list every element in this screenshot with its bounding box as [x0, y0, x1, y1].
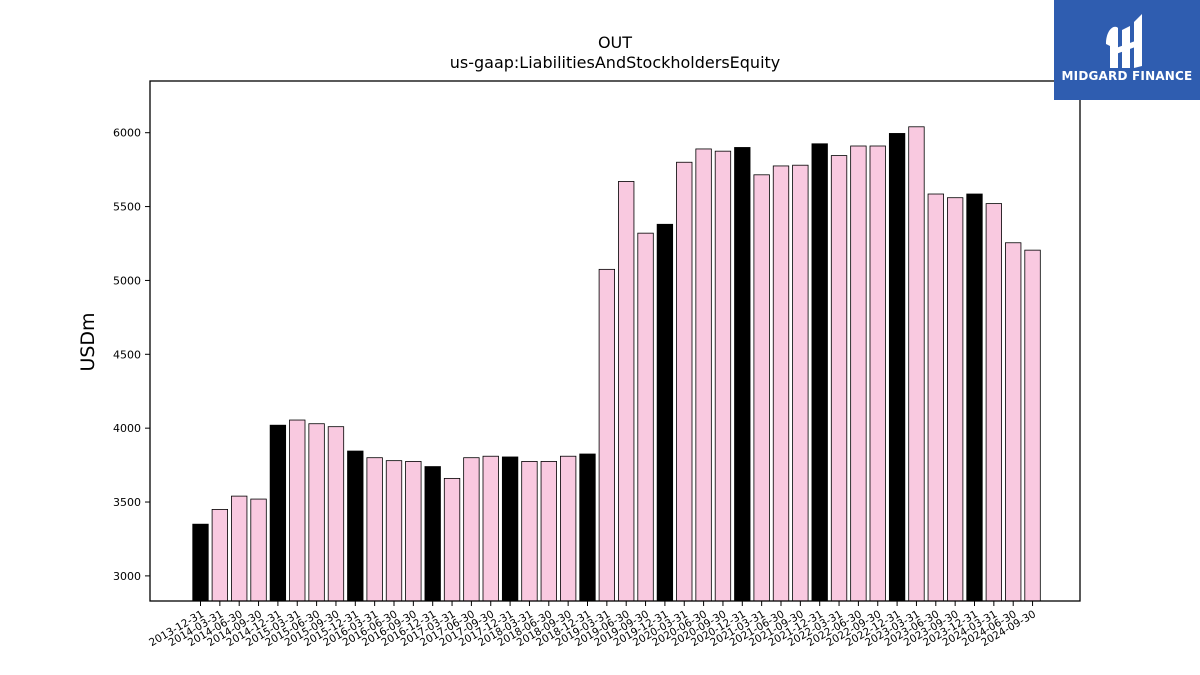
- y-tick-label: 3000: [113, 570, 141, 583]
- chart-subtitle: us-gaap:LiabilitiesAndStockholdersEquity: [450, 53, 781, 72]
- bar: [521, 460, 538, 602]
- bar: [908, 126, 925, 602]
- bar: [385, 460, 403, 602]
- bar: [424, 466, 441, 602]
- bar: [927, 193, 944, 602]
- bar: [695, 148, 712, 602]
- brand-logo: MIDGARD FINANCE: [1054, 0, 1200, 100]
- bar: [579, 453, 596, 602]
- bar: [269, 424, 287, 602]
- bar: [192, 523, 209, 602]
- plot-frame: [149, 80, 1081, 602]
- x-axis-ticks: 2013-12-312014-03-312014-06-302014-09-30…: [147, 601, 1038, 649]
- bar: [966, 193, 983, 602]
- bar: [211, 509, 229, 602]
- bar: [676, 161, 693, 602]
- bar: [985, 203, 1002, 602]
- bar: [1024, 249, 1041, 602]
- bar: [656, 223, 674, 602]
- bar: [753, 174, 770, 602]
- chart-title: OUT: [598, 33, 632, 52]
- bar: [540, 460, 557, 602]
- bars-group: [192, 126, 1041, 602]
- bar: [347, 450, 364, 602]
- bar: [772, 165, 790, 602]
- midgard-logo-icon: [1106, 14, 1142, 68]
- y-tick-label: 3500: [113, 496, 141, 509]
- bar: [830, 155, 848, 602]
- bar: [405, 460, 422, 602]
- bar: [714, 150, 732, 602]
- y-tick-label: 4500: [113, 348, 141, 361]
- bar: [463, 457, 480, 602]
- bar: [482, 455, 499, 602]
- y-axis-label: USDm: [77, 312, 99, 371]
- bar: [1005, 242, 1022, 602]
- bar: [443, 477, 461, 602]
- bar: [327, 426, 345, 602]
- bar: [308, 423, 325, 602]
- bar: [231, 495, 248, 602]
- bar: [560, 455, 577, 602]
- brand-name: MIDGARD FINANCE: [1061, 69, 1193, 83]
- y-tick-label: 5500: [113, 201, 141, 214]
- bar: [598, 268, 615, 602]
- bar: [366, 457, 383, 602]
- y-tick-label: 5000: [113, 274, 141, 287]
- bar: [869, 145, 886, 602]
- bar: [250, 498, 267, 602]
- bar: [888, 133, 906, 602]
- bar: [501, 456, 519, 602]
- bar: [947, 197, 964, 602]
- bar: [637, 232, 654, 602]
- bar: [289, 419, 306, 602]
- y-tick-label: 6000: [113, 127, 141, 140]
- bar: [850, 145, 867, 602]
- y-axis-ticks: 3000 3500 4000 4500 5000 5500 6000: [113, 127, 150, 583]
- bar: [618, 181, 635, 602]
- y-tick-label: 4000: [113, 422, 141, 435]
- bar: [792, 164, 809, 602]
- bar: [734, 147, 751, 602]
- bar: [811, 143, 828, 602]
